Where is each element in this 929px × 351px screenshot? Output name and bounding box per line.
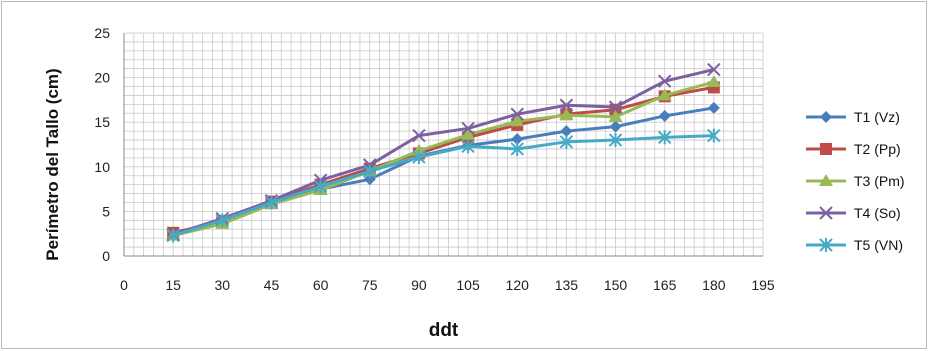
x-marker: [461, 121, 475, 136]
legend: T1 (Vz) T2 (Pp) T3 (Pm) T4 (So) T5 (VN): [806, 109, 905, 253]
series-line: [172, 134, 714, 237]
x-tick-label: 60: [313, 277, 329, 293]
diamond-marker: [560, 125, 573, 138]
legend-label: T5 (VN): [854, 237, 903, 253]
diamond-marker: [820, 111, 832, 123]
y-tick-label: 25: [94, 25, 110, 41]
y-tick-label: 15: [94, 114, 110, 130]
star-marker: [608, 133, 623, 148]
x-marker-stroke: [412, 128, 426, 143]
diamond-marker: [609, 120, 622, 133]
x-marker: [559, 98, 574, 112]
series-1: [167, 101, 720, 241]
legend-label: T4 (So): [854, 205, 901, 221]
star-marker: [559, 134, 574, 149]
series-5: [166, 128, 721, 243]
x-tick-label: 180: [702, 277, 726, 293]
x-tick-label: 45: [264, 277, 280, 293]
x-tick-labels: 0 15 30 45 60 75 90 105 120 135 150 165 180 195: [120, 277, 775, 293]
legend-item: T3 (Pm): [806, 173, 905, 189]
star-marker: [510, 141, 524, 156]
x-tick-label: 120: [506, 277, 530, 293]
triangle-marker: [510, 114, 525, 127]
star-marker: [412, 149, 426, 164]
x-marker: [510, 107, 524, 121]
star-marker: [264, 195, 279, 210]
triangle-marker: [608, 109, 623, 122]
y-tick-label: 0: [102, 248, 110, 264]
x-marker-stroke: [819, 206, 833, 220]
y-tick-label: 20: [94, 70, 110, 86]
diamond-marker: [511, 133, 524, 146]
legend-item: T4 (So): [806, 205, 901, 221]
series-2: [167, 81, 720, 239]
x-marker: [707, 62, 721, 77]
x-tick-label: 90: [411, 277, 427, 293]
series-line: [172, 80, 715, 237]
x-tick-label: 135: [555, 277, 579, 293]
x-marker-stroke: [608, 100, 623, 114]
legend-label: T3 (Pm): [854, 173, 905, 189]
legend-item: T1 (Vz): [806, 109, 900, 125]
diamond-marker: [658, 109, 671, 122]
diamond-marker: [707, 101, 720, 114]
star-marker: [461, 139, 475, 154]
x-tick-label: 15: [165, 277, 181, 293]
legend-item: T2 (Pp): [806, 141, 901, 157]
legend-item: T5 (VN): [806, 237, 903, 253]
plot-axes: [123, 33, 763, 257]
x-tick-label: 105: [456, 277, 480, 293]
x-marker-stroke: [559, 98, 574, 112]
y-tick-label: 5: [102, 203, 110, 219]
x-marker: [608, 100, 623, 114]
data-series: [166, 62, 721, 243]
star-marker: [819, 238, 833, 252]
x-axis-label: ddt: [429, 320, 459, 341]
y-tick-label: 10: [94, 159, 110, 175]
legend-label: T2 (Pp): [854, 141, 901, 157]
x-tick-label: 150: [604, 277, 628, 293]
star-marker: [166, 228, 180, 243]
x-tick-label: 30: [215, 277, 231, 293]
triangle-marker: [657, 88, 672, 101]
x-tick-label: 195: [751, 277, 775, 293]
x-marker: [657, 74, 672, 88]
y-axis-label: Perímetro del Tallo (cm): [43, 68, 62, 260]
series-line: [172, 68, 715, 237]
triangle-marker: [461, 127, 476, 140]
x-marker-stroke: [461, 121, 475, 136]
star-marker: [215, 213, 230, 228]
triangle-marker: [559, 108, 574, 121]
x-tick-label: 0: [120, 277, 128, 293]
star-marker: [363, 164, 377, 179]
legend-label: T1 (Vz): [854, 109, 900, 125]
y-tick-labels: 0 5 10 15 20 25: [94, 25, 110, 264]
star-marker: [707, 128, 721, 143]
star-marker: [657, 130, 672, 145]
x-marker-stroke: [707, 62, 721, 77]
series-line: [172, 106, 715, 237]
x-tick-label: 165: [653, 277, 677, 293]
square-marker: [820, 143, 832, 155]
diamond-marker: [363, 173, 376, 186]
triangle-marker: [706, 75, 721, 88]
x-marker-stroke: [510, 107, 524, 121]
star-marker: [313, 179, 328, 194]
x-marker: [412, 128, 426, 143]
x-marker-stroke: [657, 74, 672, 88]
x-tick-label: 75: [362, 277, 378, 293]
triangle-marker: [819, 174, 833, 186]
x-marker: [819, 206, 833, 220]
